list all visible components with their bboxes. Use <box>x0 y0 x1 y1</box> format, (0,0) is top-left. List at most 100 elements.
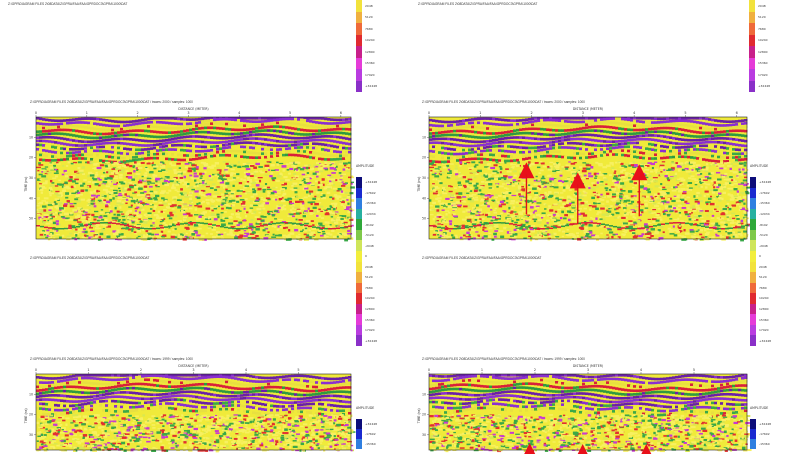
texture-cell <box>202 213 205 214</box>
texture-cell <box>69 233 72 235</box>
reflection-cell <box>120 134 123 137</box>
texture-cell <box>320 170 324 172</box>
reflection-cell <box>261 152 264 155</box>
reflection-cell <box>465 155 468 158</box>
reflection-cell <box>543 123 546 126</box>
reflection-cell <box>90 144 93 147</box>
reflection-cell <box>303 146 306 149</box>
reflection-cell <box>213 141 216 144</box>
reflection-cell <box>474 145 477 148</box>
texture-cell <box>50 166 54 168</box>
texture-cell <box>146 195 149 197</box>
reflection-cell <box>660 127 663 130</box>
texture-cell <box>224 211 227 213</box>
reflection-cell <box>213 122 216 125</box>
reflection-cell <box>510 124 513 127</box>
reflection-cell <box>210 149 213 152</box>
reflection-cell <box>168 153 171 156</box>
reflection-cell <box>507 127 510 130</box>
reflection-cell <box>72 134 75 137</box>
reflection-cell <box>642 142 645 145</box>
texture-cell <box>175 189 178 190</box>
texture-cell <box>178 173 180 174</box>
reflection-cell <box>678 133 681 136</box>
reflection-cell <box>276 152 279 155</box>
texture-cell <box>347 230 350 232</box>
reflection-cell <box>81 121 84 124</box>
reflection-cell <box>132 126 135 129</box>
texture-cell <box>148 197 151 199</box>
reflection-cell <box>279 145 282 148</box>
reflection-cell <box>657 118 660 121</box>
reflection-cell <box>540 119 543 122</box>
reflection-cell <box>57 147 60 150</box>
texture-cell <box>180 198 182 200</box>
reflection-cell <box>624 123 627 126</box>
texture-cell <box>339 172 342 174</box>
texture-cell <box>338 181 341 182</box>
reflection-cell <box>153 135 156 138</box>
texture-cell <box>64 213 69 215</box>
reflection-cell <box>585 126 588 129</box>
reflection-cell <box>63 119 66 122</box>
reflection-cell <box>165 145 168 148</box>
texture-cell <box>219 170 221 172</box>
reflection-cell <box>87 117 90 120</box>
reflection-cell <box>669 131 672 134</box>
texture-cell <box>115 231 120 233</box>
reflection-cell <box>429 128 432 131</box>
reflection-cell <box>735 156 738 159</box>
reflection-cell <box>522 151 525 154</box>
reflection-cell <box>327 135 330 138</box>
texture-cell <box>305 178 309 179</box>
reflection-cell <box>738 134 741 137</box>
reflection-cell <box>102 136 105 139</box>
reflection-cell <box>684 120 687 123</box>
texture-cell <box>49 185 54 187</box>
texture-cell <box>187 183 189 185</box>
texture-cell <box>311 232 315 234</box>
reflection-cell <box>84 131 87 134</box>
reflection-cell <box>729 156 732 159</box>
reflection-cell <box>558 143 561 146</box>
texture-cell <box>69 176 72 178</box>
texture-cell <box>316 195 319 196</box>
reflection-cell <box>732 126 735 129</box>
reflection-cell <box>525 157 528 160</box>
reflection-cell <box>579 148 582 151</box>
reflection-cell <box>684 117 687 120</box>
reflection-cell <box>162 136 165 139</box>
reflection-cell <box>213 127 216 130</box>
reflection-cell <box>561 142 564 145</box>
texture-cell <box>147 181 151 183</box>
reflection-cell <box>621 146 624 149</box>
reflection-cell <box>672 150 675 153</box>
reflection-cell <box>315 152 318 155</box>
reflection-cell <box>162 131 165 134</box>
reflection-cell <box>345 157 348 160</box>
reflection-cell <box>177 134 180 137</box>
reflection-cell <box>150 130 153 133</box>
reflection-cell <box>273 139 276 142</box>
texture-cell <box>172 225 176 227</box>
reflection-cell <box>126 157 129 160</box>
reflection-cell <box>177 144 180 147</box>
reflection-cell <box>45 119 48 122</box>
reflection-cell <box>240 146 243 149</box>
texture-cell <box>73 231 77 232</box>
reflection-cell <box>42 118 45 121</box>
reflection-cell <box>708 132 711 135</box>
reflection-cell <box>330 158 333 161</box>
texture-cell <box>280 179 284 181</box>
reflection-cell <box>117 152 120 155</box>
reflection-cell <box>594 148 597 151</box>
texture-cell <box>78 223 83 225</box>
texture-cell <box>76 200 80 203</box>
reflection-cell <box>108 146 111 149</box>
texture-cell <box>245 165 249 167</box>
reflection-cell <box>108 124 111 127</box>
reflection-cell <box>621 123 624 126</box>
reflection-cell <box>84 117 87 120</box>
reflection-cell <box>543 128 546 131</box>
reflection-cell <box>165 131 168 134</box>
